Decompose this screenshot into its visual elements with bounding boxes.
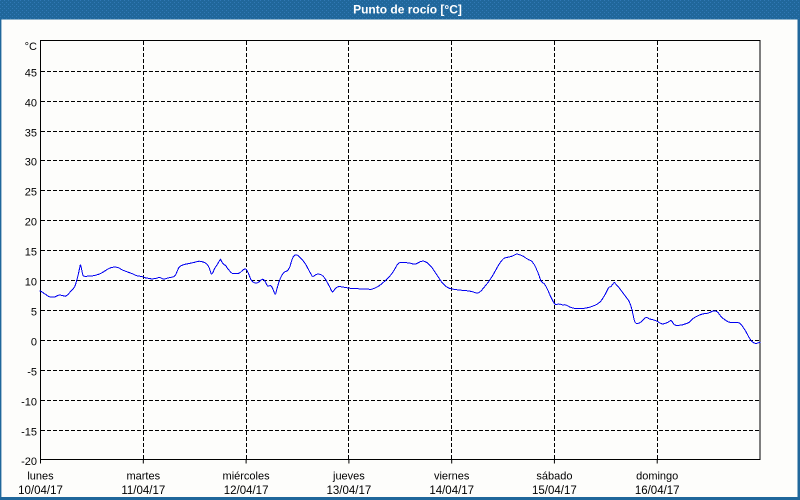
svg-text:11/04/17: 11/04/17 bbox=[121, 485, 165, 497]
svg-text:lunes: lunes bbox=[27, 471, 54, 483]
svg-text:miércoles: miércoles bbox=[223, 471, 271, 483]
svg-text:sábado: sábado bbox=[536, 471, 572, 483]
svg-text:5: 5 bbox=[31, 307, 37, 319]
svg-text:15/04/17: 15/04/17 bbox=[532, 485, 577, 497]
svg-text:12/04/17: 12/04/17 bbox=[224, 485, 269, 497]
svg-text:45: 45 bbox=[25, 68, 37, 80]
svg-text:martes: martes bbox=[126, 471, 160, 483]
svg-text:-15: -15 bbox=[21, 427, 37, 439]
svg-text:-20: -20 bbox=[21, 456, 37, 468]
svg-text:15: 15 bbox=[25, 247, 37, 259]
svg-text:10/04/17: 10/04/17 bbox=[18, 485, 63, 497]
svg-text:0: 0 bbox=[31, 337, 37, 349]
svg-text:-10: -10 bbox=[21, 397, 37, 409]
svg-text:14/04/17: 14/04/17 bbox=[429, 485, 474, 497]
svg-text:25: 25 bbox=[25, 187, 37, 199]
svg-text:-5: -5 bbox=[27, 367, 37, 379]
svg-text:10: 10 bbox=[25, 277, 37, 289]
svg-text:13/04/17: 13/04/17 bbox=[327, 485, 372, 497]
svg-text:30: 30 bbox=[25, 157, 37, 169]
svg-text:domingo: domingo bbox=[636, 471, 678, 483]
svg-text:viernes: viernes bbox=[434, 471, 470, 483]
svg-text:jueves: jueves bbox=[332, 471, 365, 483]
svg-text:16/04/17: 16/04/17 bbox=[635, 485, 680, 497]
svg-text:40: 40 bbox=[25, 98, 37, 110]
svg-text:°C: °C bbox=[25, 41, 37, 53]
svg-text:20: 20 bbox=[25, 217, 37, 229]
svg-text:Punto de rocío [°C]: Punto de rocío [°C] bbox=[353, 3, 462, 17]
svg-text:35: 35 bbox=[25, 128, 37, 140]
